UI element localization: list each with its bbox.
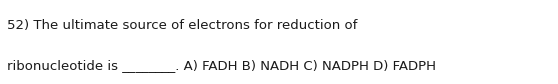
- Text: 52) The ultimate source of electrons for reduction of: 52) The ultimate source of electrons for…: [7, 19, 357, 32]
- Text: ribonucleotide is ________. A) FADH B) NADH C) NADPH D) FADPH: ribonucleotide is ________. A) FADH B) N…: [7, 59, 436, 72]
